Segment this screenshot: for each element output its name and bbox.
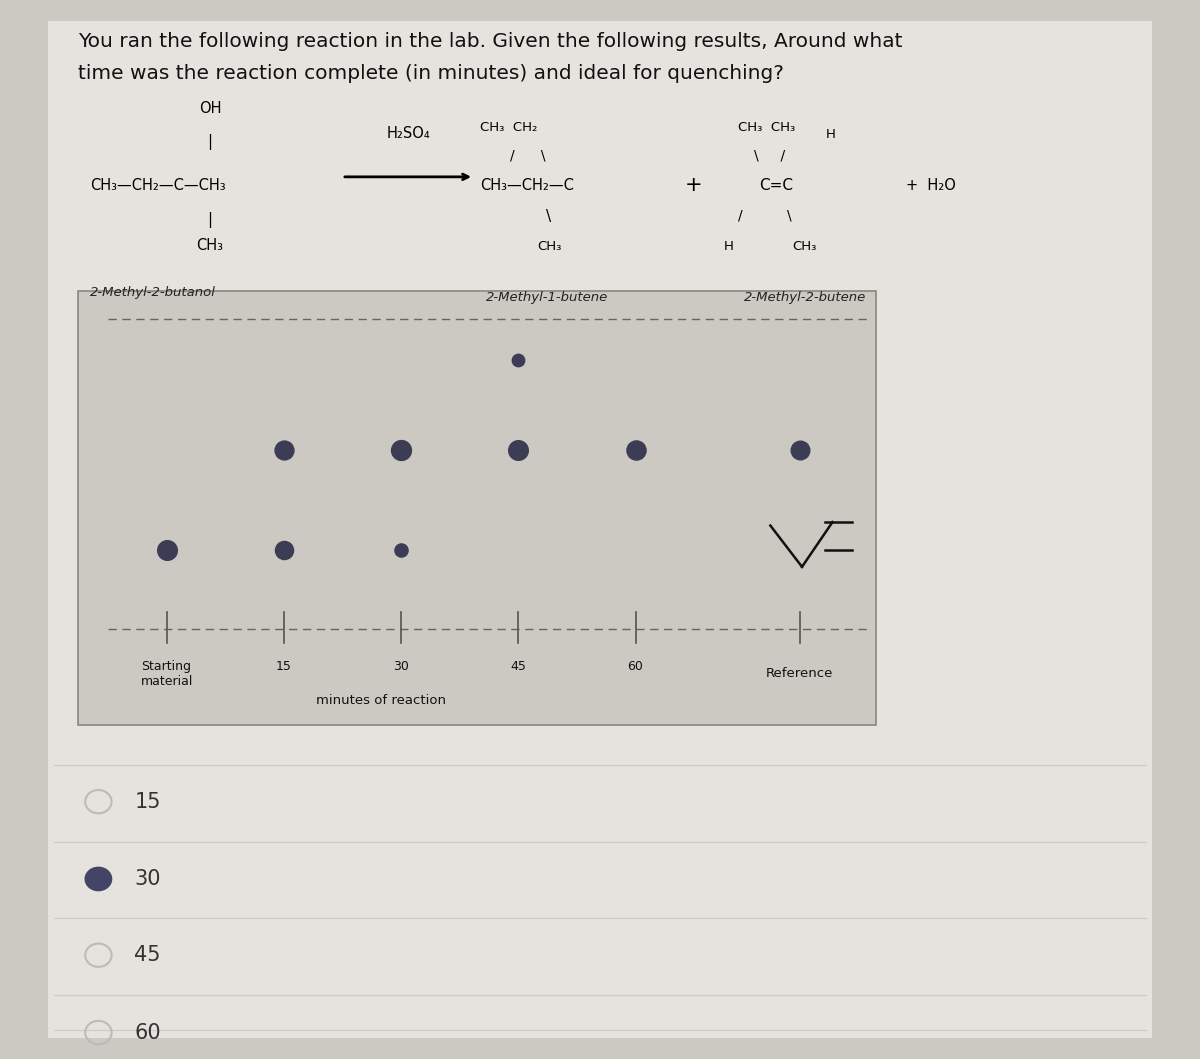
Text: H: H: [826, 128, 835, 141]
Point: [391, 541, 410, 558]
Text: \: \: [787, 209, 792, 222]
Bar: [78, 291, 876, 725]
Point: [626, 442, 646, 459]
Text: You ran the following reaction in the lab. Given the following results, Around w: You ran the following reaction in the la…: [78, 32, 902, 51]
Text: Starting
material: Starting material: [140, 660, 193, 687]
Text: \: \: [546, 209, 551, 223]
Text: CH₃—CH₂—C: CH₃—CH₂—C: [480, 178, 574, 193]
Text: /: /: [738, 209, 743, 222]
Text: 30: 30: [134, 869, 161, 889]
Text: \     /: \ /: [754, 148, 785, 162]
Text: 2-Methyl-1-butene: 2-Methyl-1-butene: [486, 291, 608, 304]
Text: CH₃  CH₂: CH₃ CH₂: [480, 122, 538, 134]
Text: CH₃: CH₃: [538, 240, 562, 253]
Text: |: |: [208, 212, 212, 228]
Text: /      \: / \: [510, 148, 546, 162]
Point: [391, 442, 410, 459]
Text: 2-Methyl-2-butene: 2-Methyl-2-butene: [744, 291, 866, 304]
Point: [275, 442, 294, 459]
Text: 15: 15: [276, 660, 292, 672]
Point: [157, 541, 176, 558]
Text: H: H: [724, 240, 733, 253]
Circle shape: [85, 867, 112, 891]
Text: time was the reaction complete (in minutes) and ideal for quenching?: time was the reaction complete (in minut…: [78, 64, 784, 83]
Text: CH₃: CH₃: [197, 238, 223, 253]
Text: 30: 30: [394, 660, 409, 672]
Text: +  H₂O: + H₂O: [906, 178, 956, 193]
Point: [509, 352, 528, 369]
Text: OH: OH: [199, 102, 221, 116]
Point: [509, 442, 528, 459]
Text: 2-Methyl-2-butanol: 2-Methyl-2-butanol: [90, 286, 216, 299]
Text: 60: 60: [628, 660, 643, 672]
Text: 60: 60: [134, 1023, 161, 1042]
Text: CH₃—CH₂—C—CH₃: CH₃—CH₂—C—CH₃: [90, 178, 226, 193]
Text: C=C: C=C: [760, 178, 793, 193]
Text: +: +: [685, 176, 702, 195]
Point: [275, 541, 294, 558]
Text: 45: 45: [134, 946, 161, 965]
Text: 45: 45: [510, 660, 527, 672]
Text: H₂SO₄: H₂SO₄: [386, 126, 430, 141]
Text: Reference: Reference: [766, 667, 833, 680]
Text: |: |: [208, 134, 212, 150]
Text: 15: 15: [134, 792, 161, 811]
Text: CH₃  CH₃: CH₃ CH₃: [738, 122, 796, 134]
Text: minutes of reaction: minutes of reaction: [317, 694, 446, 706]
Text: CH₃: CH₃: [792, 240, 816, 253]
Point: [790, 442, 809, 459]
